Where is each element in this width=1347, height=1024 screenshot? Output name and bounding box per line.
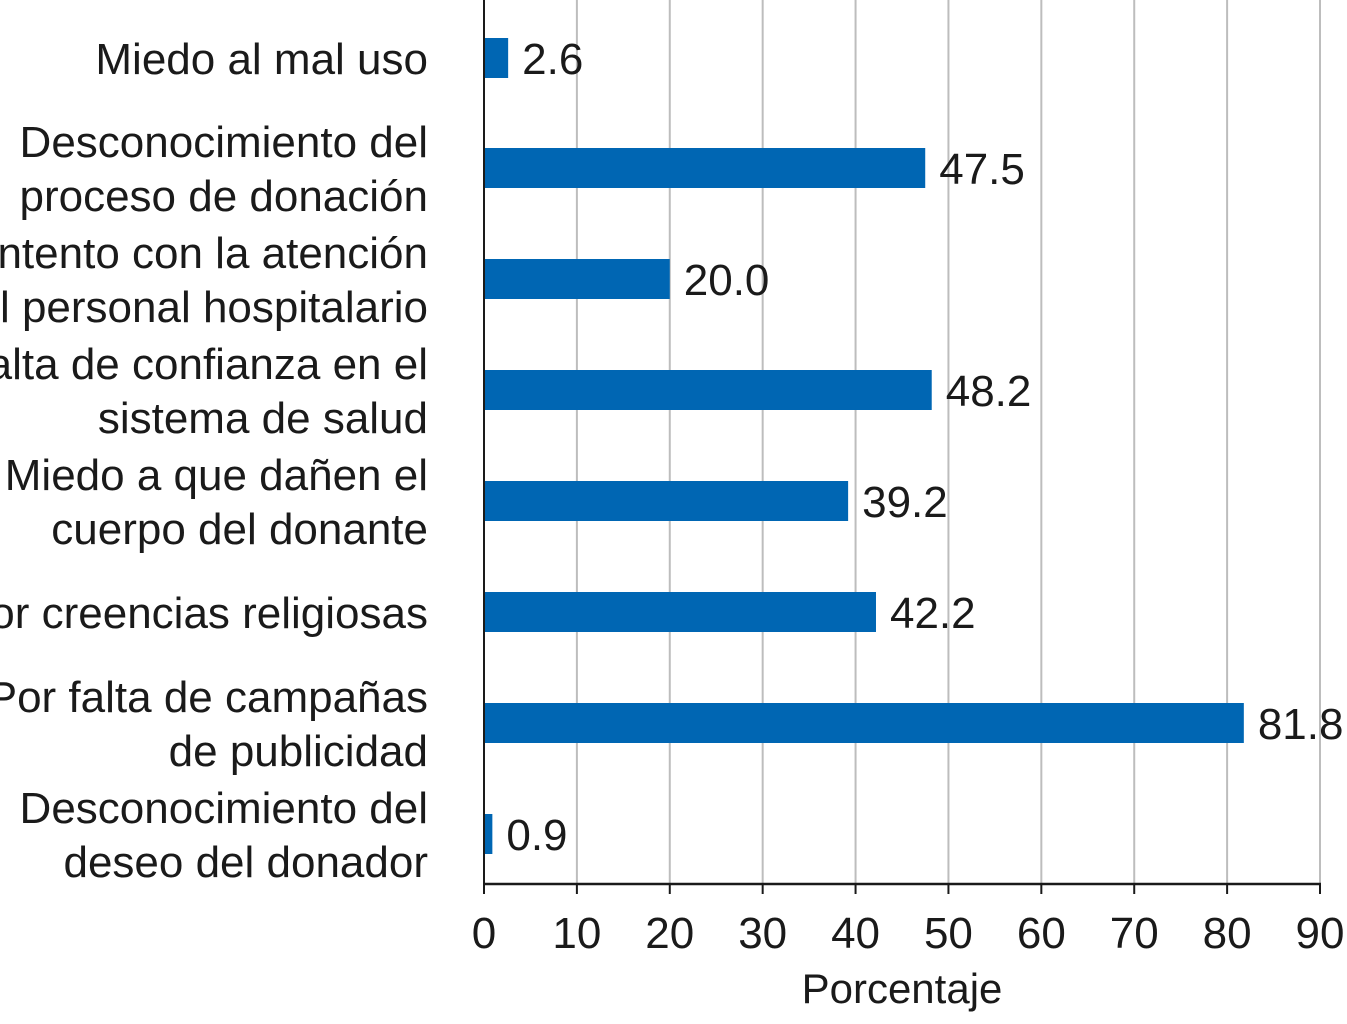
category-label-1: Desconocimiento del proceso de donación — [19, 118, 428, 221]
bar-6 — [484, 703, 1244, 743]
category-label-line: cuerpo del donante — [51, 505, 428, 554]
value-label-3: 48.2 — [946, 367, 1032, 416]
bars — [484, 38, 1244, 854]
value-label-0: 2.6 — [522, 35, 583, 84]
category-label-line: Por falta de campañas — [0, 673, 428, 722]
axes — [483, 0, 1321, 894]
category-label-4: Miedo a que dañen el cuerpo del donante — [5, 451, 428, 554]
category-label-line: Falta de confianza en el — [0, 340, 428, 389]
category-label-3: Falta de confianza en el sistema de salud — [0, 340, 428, 443]
x-tick-label-90: 90 — [1296, 909, 1345, 958]
value-label-7: 0.9 — [506, 811, 567, 860]
x-tick-label-70: 70 — [1110, 909, 1159, 958]
x-tick-label-30: 30 — [738, 909, 787, 958]
category-label-6: Por falta de campañas de publicidad — [0, 673, 428, 776]
gridlines — [575, 0, 1321, 884]
bar-4 — [484, 481, 849, 521]
category-label-0: Miedo al mal uso — [95, 35, 428, 84]
value-label-5: 42.2 — [890, 589, 976, 638]
value-label-6: 81.8 — [1258, 700, 1344, 749]
x-tick-label-20: 20 — [645, 909, 694, 958]
category-label-line: Desconocimiento del — [20, 784, 428, 833]
bar-2 — [484, 259, 670, 299]
category-label-line: Miedo a que dañen el — [5, 451, 428, 500]
x-tick-label-60: 60 — [1017, 909, 1066, 958]
x-tick-label-80: 80 — [1203, 909, 1252, 958]
x-tick-label-10: 10 — [552, 909, 601, 958]
x-tick-label-50: 50 — [924, 909, 973, 958]
x-tick-label-0: 0 — [472, 909, 496, 958]
category-label-line: Por creencias religiosas — [0, 589, 428, 638]
x-axis-title: Porcentaje — [802, 965, 1003, 1012]
category-label-5: Por creencias religiosas — [0, 589, 428, 638]
value-label-1: 47.5 — [939, 145, 1025, 194]
category-label-line: Miedo al mal uso — [95, 35, 428, 84]
value-label-2: 20.0 — [684, 256, 770, 305]
category-label-line: de publicidad — [169, 727, 428, 776]
category-label-line: Descontento con la atención — [0, 229, 428, 278]
x-tick-label-40: 40 — [831, 909, 880, 958]
bar-1 — [484, 148, 926, 188]
category-label-line: proceso de donación — [19, 172, 428, 221]
bar-7 — [484, 814, 493, 854]
category-label-7: Desconocimiento del deseo del donador — [20, 784, 428, 887]
bar-0 — [484, 38, 509, 78]
category-label-line: deseo del donador — [63, 838, 428, 887]
labels: 0 10 20 30 40 50 60 70 80 90 2.6 47.5 20.0 48.2 39.2 42… — [0, 35, 1344, 958]
bar-3 — [484, 370, 932, 410]
category-label-line: Desconocimiento del — [20, 118, 428, 167]
category-label-2: Descontento con la atención del personal … — [0, 229, 428, 332]
bar-5 — [484, 592, 876, 632]
category-label-line: del personal hospitalario — [0, 283, 428, 332]
value-label-4: 39.2 — [862, 478, 948, 527]
category-label-line: sistema de salud — [98, 394, 428, 443]
